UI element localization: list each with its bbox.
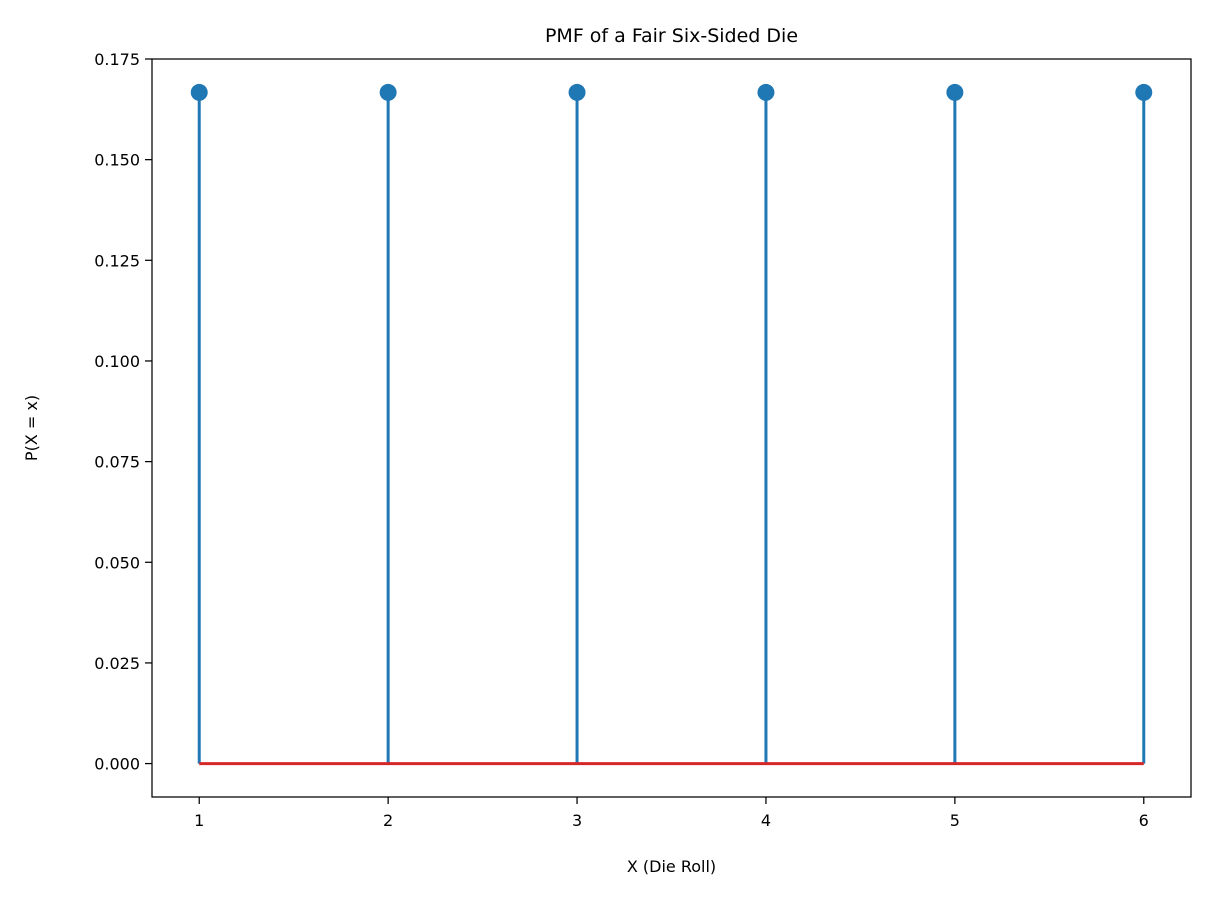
plot-frame <box>151 58 1192 798</box>
x-tick-label: 5 <box>950 811 960 830</box>
y-tick-label: 0.000 <box>94 755 140 774</box>
y-axis-label: P(X = x) <box>22 395 41 461</box>
chart-title: PMF of a Fair Six-Sided Die <box>545 25 798 47</box>
x-axis-label: X (Die Roll) <box>627 857 716 876</box>
x-tick-label: 1 <box>194 811 204 830</box>
y-tick-label: 0.175 <box>94 50 140 69</box>
x-tick-label: 6 <box>1139 811 1149 830</box>
y-tick-label: 0.075 <box>94 453 140 472</box>
stem-marker <box>568 83 586 101</box>
stem-marker <box>1135 83 1153 101</box>
markers-group <box>190 83 1153 101</box>
stem-marker <box>379 83 397 101</box>
x-tick-label: 2 <box>383 811 393 830</box>
x-tick-label: 3 <box>572 811 582 830</box>
y-ticks: 0.000 0.025 0.050 0.075 0.100 0.125 0.150 0.175 <box>94 50 152 774</box>
y-tick-label: 0.025 <box>94 654 140 673</box>
x-tick-label: 4 <box>761 811 771 830</box>
y-tick-label: 0.050 <box>94 553 140 572</box>
stems-group <box>197 92 1146 766</box>
y-tick-label: 0.125 <box>94 251 140 270</box>
stem-marker <box>757 83 775 101</box>
stem-marker <box>946 83 964 101</box>
stem-marker <box>190 83 208 101</box>
y-tick-label: 0.100 <box>94 352 140 371</box>
y-tick-label: 0.150 <box>94 151 140 170</box>
x-ticks: 1 2 3 4 5 6 <box>194 797 1149 830</box>
